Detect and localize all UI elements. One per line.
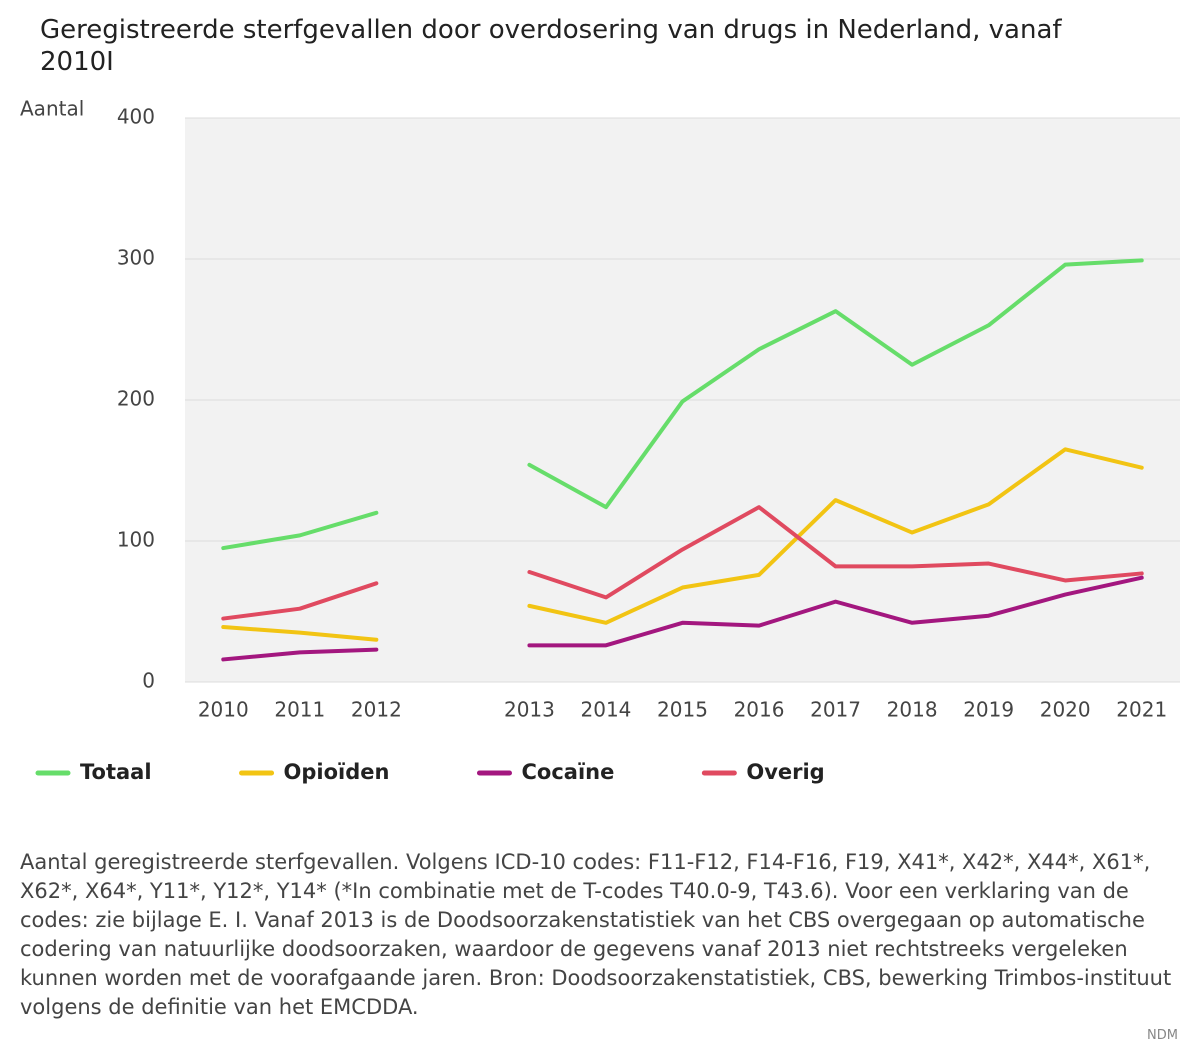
y-axis-label: Aantal (20, 97, 84, 121)
y-tick-label: 0 (142, 669, 155, 693)
series-line (221, 258, 1144, 551)
x-tick-label: 2018 (887, 698, 938, 722)
x-tick-label: 2011 (274, 698, 325, 722)
y-tick-label: 400 (117, 105, 155, 129)
x-tick-label: 2014 (581, 698, 632, 722)
x-tick-label: 2017 (810, 698, 861, 722)
legend-label: Opioïden (284, 760, 390, 784)
legend-label: Overig (746, 760, 824, 784)
series-line (221, 447, 1144, 642)
legend-label: Totaal (80, 760, 152, 784)
y-tick-label: 100 (117, 528, 155, 552)
footnote: Aantal geregistreerde sterfgevallen. Vol… (20, 850, 1172, 1019)
x-tick-label: 2016 (734, 698, 785, 722)
chart-title: Geregistreerde sterfgevallen door overdo… (40, 15, 1062, 77)
series-line (221, 575, 1144, 662)
x-tick-label: 2010 (198, 698, 249, 722)
y-tick-label: 200 (117, 387, 155, 411)
x-tick-label: 2015 (657, 698, 708, 722)
x-tick-label: 2012 (351, 698, 402, 722)
legend: Totaal Opioïden Cocaïne Overig (35, 760, 825, 784)
x-tick-label: 2013 (504, 698, 555, 722)
x-tick-label: 2020 (1040, 698, 1091, 722)
credit: NDM (1147, 1028, 1178, 1043)
x-tick-label: 2019 (963, 698, 1014, 722)
y-tick-label: 300 (117, 246, 155, 270)
legend-label: Cocaïne (521, 760, 614, 784)
series-line (221, 505, 1144, 621)
x-tick-label: 2021 (1116, 698, 1167, 722)
